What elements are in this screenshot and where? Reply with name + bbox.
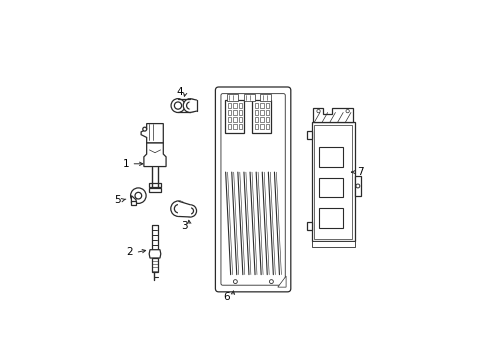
Polygon shape xyxy=(131,201,136,205)
Bar xyxy=(227,110,231,115)
Circle shape xyxy=(174,204,183,213)
Bar xyxy=(238,103,242,108)
Bar xyxy=(227,124,231,129)
Text: 1: 1 xyxy=(122,159,129,169)
Circle shape xyxy=(187,208,193,214)
Bar xyxy=(265,110,269,115)
Bar xyxy=(238,124,242,129)
Bar xyxy=(260,110,264,115)
Bar xyxy=(233,103,236,108)
FancyBboxPatch shape xyxy=(215,87,290,292)
Polygon shape xyxy=(306,131,311,139)
Bar xyxy=(226,94,238,101)
Polygon shape xyxy=(277,276,285,287)
Circle shape xyxy=(135,192,142,199)
Bar xyxy=(254,124,258,129)
Polygon shape xyxy=(312,108,352,122)
Polygon shape xyxy=(148,188,161,192)
Text: 7: 7 xyxy=(356,167,363,177)
Text: 2: 2 xyxy=(126,247,133,257)
Polygon shape xyxy=(143,143,166,167)
Bar xyxy=(254,103,258,108)
Bar xyxy=(260,94,271,101)
Circle shape xyxy=(130,188,146,203)
Bar xyxy=(260,117,264,122)
Circle shape xyxy=(170,201,186,216)
Bar xyxy=(227,117,231,122)
Polygon shape xyxy=(354,176,361,196)
Text: 3: 3 xyxy=(181,221,187,231)
Bar xyxy=(265,117,269,122)
Bar xyxy=(224,100,244,133)
Text: 4: 4 xyxy=(176,87,183,97)
Polygon shape xyxy=(149,250,161,258)
Bar xyxy=(311,122,354,242)
Bar xyxy=(260,103,264,108)
Bar xyxy=(227,103,231,108)
Circle shape xyxy=(316,109,320,113)
Polygon shape xyxy=(151,225,158,250)
Bar xyxy=(254,117,258,122)
Bar xyxy=(238,110,242,115)
Circle shape xyxy=(183,99,197,112)
Text: 5: 5 xyxy=(114,195,121,205)
Polygon shape xyxy=(178,201,190,217)
Bar xyxy=(318,177,343,197)
Circle shape xyxy=(171,99,184,112)
Bar xyxy=(254,110,258,115)
Bar xyxy=(318,147,343,167)
Bar xyxy=(265,103,269,108)
Circle shape xyxy=(346,109,348,113)
Polygon shape xyxy=(149,183,160,187)
Bar xyxy=(265,124,269,129)
Circle shape xyxy=(355,184,359,188)
Circle shape xyxy=(233,280,237,284)
Bar xyxy=(238,117,242,122)
Circle shape xyxy=(184,205,196,217)
FancyBboxPatch shape xyxy=(221,94,285,285)
Bar xyxy=(260,124,264,129)
Bar xyxy=(233,117,236,122)
Polygon shape xyxy=(131,195,136,204)
Bar xyxy=(243,94,254,101)
Bar xyxy=(314,125,351,239)
Bar xyxy=(251,100,271,133)
Circle shape xyxy=(186,102,193,109)
Polygon shape xyxy=(306,222,311,230)
Circle shape xyxy=(142,127,146,131)
Bar xyxy=(233,124,236,129)
Bar xyxy=(318,208,343,228)
Polygon shape xyxy=(141,123,163,143)
Bar xyxy=(233,110,236,115)
Circle shape xyxy=(174,102,181,109)
Text: 6: 6 xyxy=(224,292,230,302)
Polygon shape xyxy=(311,242,354,247)
Polygon shape xyxy=(151,258,158,272)
Polygon shape xyxy=(190,99,196,112)
Circle shape xyxy=(269,280,273,284)
